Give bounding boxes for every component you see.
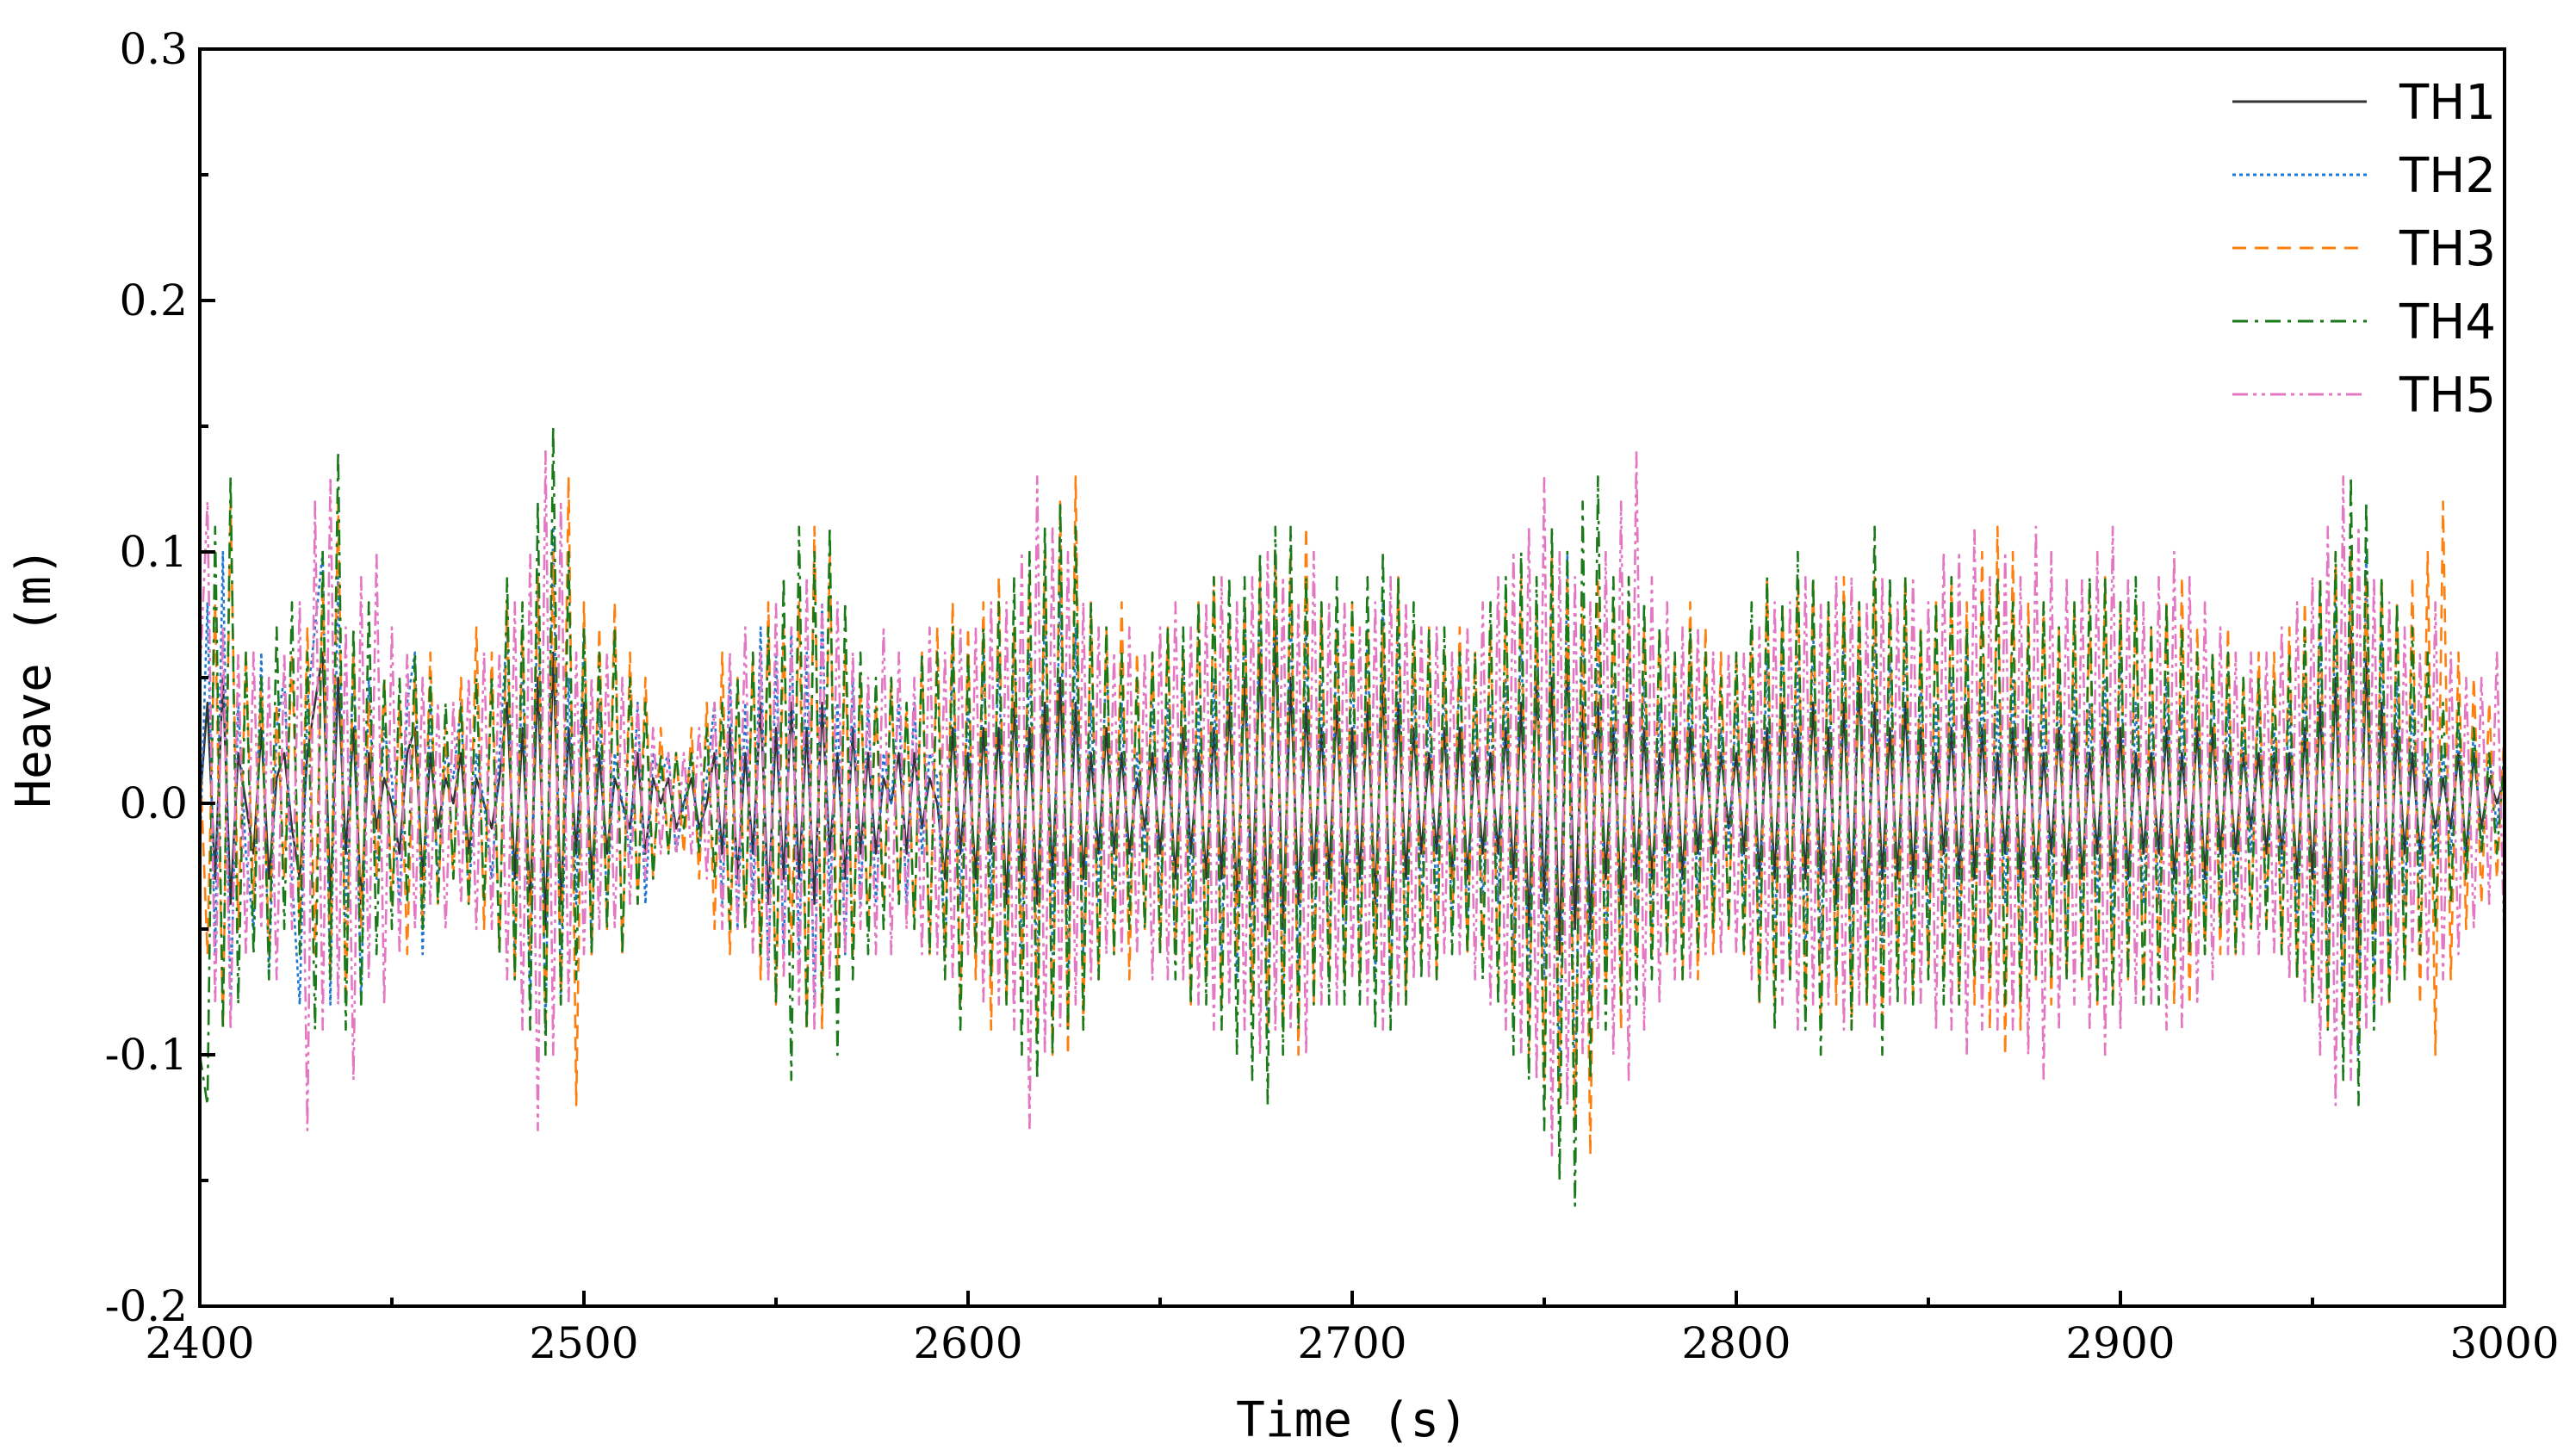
x-tick-label: 2900 [2065,1318,2175,1368]
legend-label-th5: TH5 [2399,368,2496,424]
y-tick-label: 0.0 [119,778,188,828]
x-tick-label: 2400 [145,1318,254,1368]
series-line-th5 [198,449,2506,1157]
series-layer [198,424,2506,1207]
series-line-th1 [198,626,2506,956]
legend-label-th2: TH2 [2399,148,2496,204]
y-axis-label: Heave (m) [6,547,62,808]
legend-label-th1: TH1 [2399,75,2496,131]
y-tick-label: 0.1 [119,527,188,577]
legend: TH1 TH2 TH3 TH4 TH5 [2232,75,2496,424]
x-tick-label: 2600 [913,1318,1022,1368]
y-tick-label: 0.2 [119,276,188,325]
legend-label-th3: TH3 [2399,221,2496,277]
y-tick-label: 0.3 [119,24,188,74]
y-tick-label: -0.2 [105,1281,188,1331]
ticks-layer: 2400 2500 2600 2700 2800 2900 3000 -0.2 -0.1 0.0 0… [105,24,2560,1368]
x-tick-label: 2700 [1297,1318,1406,1368]
x-axis-label: Time (s) [1236,1392,1468,1448]
series-line-th4 [198,424,2506,1207]
legend-label-th4: TH4 [2399,294,2496,350]
y-tick-label: -0.1 [105,1030,188,1080]
x-tick-label: 2500 [529,1318,638,1368]
x-tick-label: 3000 [2449,1318,2559,1368]
x-tick-label: 2800 [1681,1318,1791,1368]
